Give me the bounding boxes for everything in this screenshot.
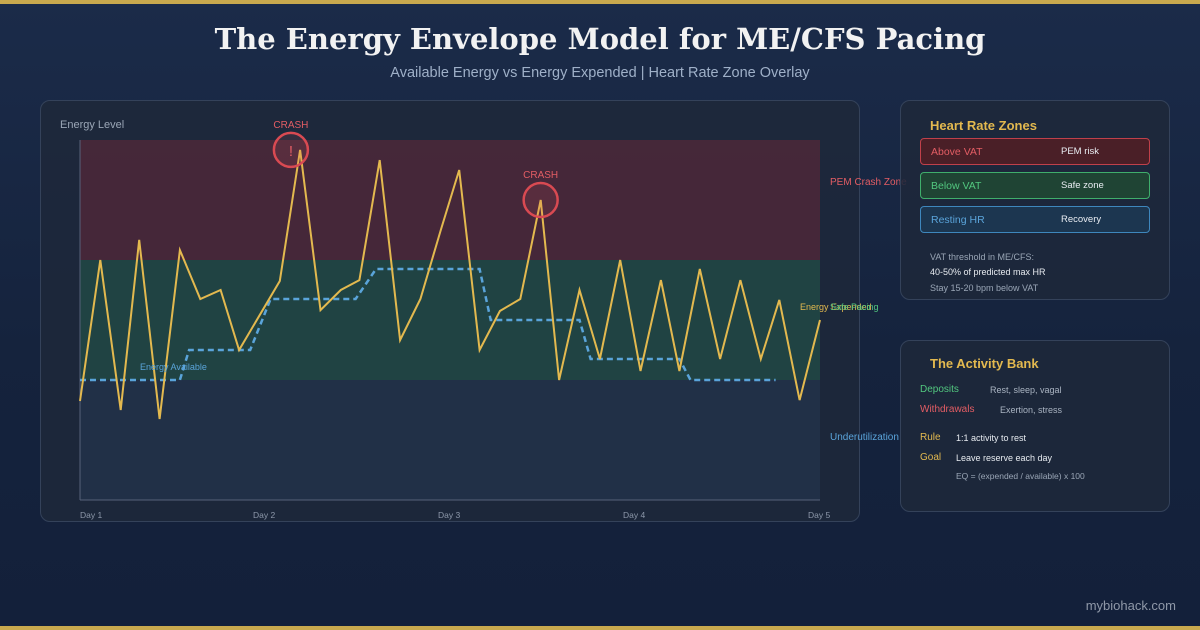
zone-above-vat: Above VAT PEM risk	[920, 138, 1150, 165]
zone-below-vat-label: Below VAT	[931, 180, 982, 192]
top-accent-bar	[0, 0, 1200, 4]
heart-rate-zones-title: Heart Rate Zones	[930, 118, 1037, 133]
zone-resting-hr: Resting HR Recovery	[920, 206, 1150, 233]
zone-below-vat: Below VAT Safe zone	[920, 172, 1150, 199]
crash-marker-2	[522, 181, 559, 219]
inline-label-energy-available: Energy Available	[140, 362, 207, 372]
bank-rule-label: Rule	[920, 432, 941, 443]
vat-note-3: Stay 15-20 bpm below VAT	[930, 283, 1039, 293]
bank-rule-value: 1:1 activity to rest	[956, 433, 1027, 443]
x-tick-day-3: Day 3	[438, 510, 460, 520]
zone-below-vat-desc: Safe zone	[1061, 180, 1104, 191]
x-tick-day-5: Day 5	[808, 510, 830, 520]
zone-band-underutilization	[80, 380, 820, 500]
x-tick-day-4: Day 4	[623, 510, 645, 520]
inline-label-energy-expended: Energy Expended	[800, 302, 872, 312]
bank-withdrawals-label: Withdrawals	[920, 404, 975, 415]
crash-label-2: CRASH	[523, 170, 558, 181]
bank-deposits-value: Rest, sleep, vagal	[990, 385, 1062, 395]
site-footer: mybiohack.com	[1085, 598, 1176, 613]
zone-resting-hr-desc: Recovery	[1061, 214, 1102, 225]
energy-quotient-formula: EQ = (expended / available) x 100	[956, 471, 1085, 481]
heart-rate-zones-card: Heart Rate Zones Above VAT PEM risk Belo…	[900, 100, 1170, 300]
vat-note-1: VAT threshold in ME/CFS:	[930, 252, 1035, 262]
zone-label-underutilization: Underutilization	[830, 432, 899, 443]
zone-label-safe-pacing: Safe Pacing	[830, 302, 879, 312]
page-title: The Energy Envelope Model for ME/CFS Pac…	[214, 22, 986, 56]
activity-bank-card: The Activity Bank Deposits Rest, sleep, …	[900, 340, 1170, 512]
bank-withdrawals-value: Exertion, stress	[1000, 405, 1063, 415]
x-tick-day-2: Day 2	[253, 510, 275, 520]
bottom-accent-bar	[0, 626, 1200, 630]
y-axis-label: Energy Level	[60, 119, 124, 131]
series-line-energy-available	[80, 267, 776, 382]
bank-goal-value: Leave reserve each day	[956, 453, 1053, 463]
vat-note-2: 40-50% of predicted max HR	[930, 267, 1046, 277]
zone-above-vat-label: Above VAT	[931, 146, 983, 158]
zone-above-vat-desc: PEM risk	[1061, 146, 1099, 157]
page-subtitle: Available Energy vs Energy Expended | He…	[390, 65, 810, 81]
activity-bank-title: The Activity Bank	[930, 356, 1039, 371]
series-line-energy-expended	[79, 149, 821, 420]
zone-resting-hr-label: Resting HR	[931, 214, 985, 226]
x-tick-day-1: Day 1	[80, 510, 102, 520]
crash-marker-1	[272, 131, 310, 169]
crash-warning-icon: !	[289, 143, 293, 160]
bank-goal-label: Goal	[920, 452, 942, 463]
bank-deposits-label: Deposits	[920, 384, 959, 395]
zone-label-pem-crash-zone: PEM Crash Zone	[830, 177, 907, 188]
crash-label-1: CRASH	[273, 120, 308, 131]
